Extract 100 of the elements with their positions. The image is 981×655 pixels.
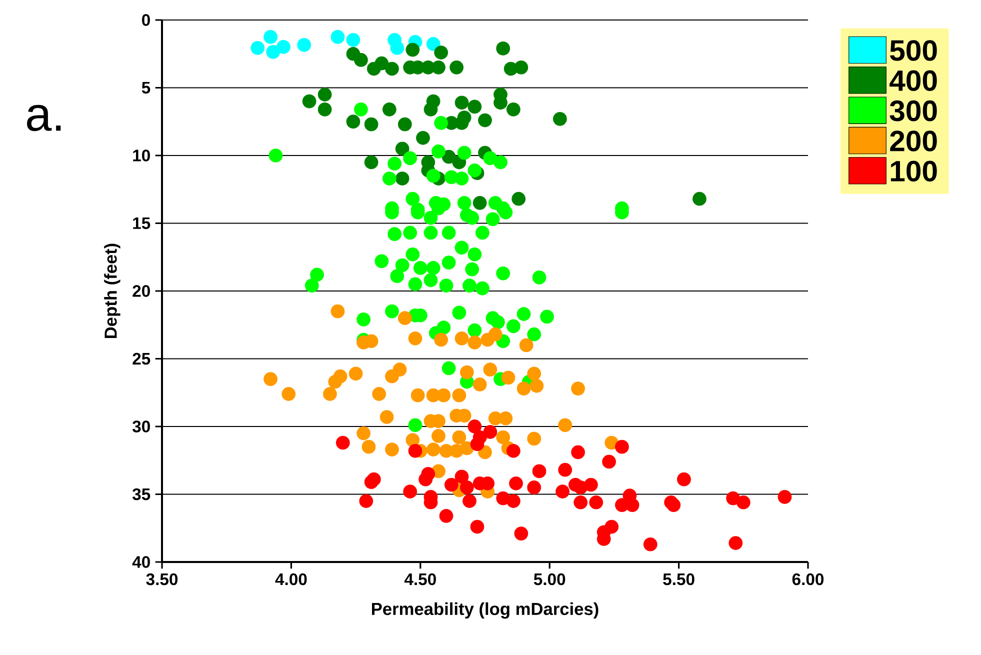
point: [323, 387, 337, 401]
point: [432, 60, 446, 74]
point: [506, 494, 520, 508]
x-tick-label: 4.00: [275, 573, 307, 586]
point: [530, 378, 544, 393]
point: [501, 370, 516, 385]
point: [553, 112, 567, 126]
point: [460, 480, 474, 494]
point: [364, 117, 378, 132]
point: [527, 432, 542, 446]
point: [406, 433, 420, 447]
x-tick-label: 6.00: [792, 573, 824, 586]
point: [483, 424, 498, 439]
point: [385, 442, 399, 456]
point: [276, 40, 290, 54]
point: [574, 495, 588, 510]
point: [470, 437, 484, 452]
point: [589, 495, 604, 510]
point: [426, 37, 440, 51]
point: [318, 102, 332, 116]
point: [282, 387, 296, 401]
legend-label: 300: [890, 100, 937, 122]
point: [615, 440, 629, 454]
point: [390, 40, 404, 55]
point: [382, 102, 396, 116]
x-axis-title: Permeability (log mDarcies): [372, 602, 598, 619]
point: [359, 494, 374, 508]
point: [584, 478, 598, 492]
point: [264, 30, 278, 44]
point: [356, 426, 370, 440]
point: [514, 60, 528, 74]
point: [395, 142, 410, 156]
point: [444, 478, 458, 492]
point: [483, 362, 498, 377]
point: [452, 388, 466, 402]
point: [462, 494, 476, 508]
point: [385, 62, 399, 76]
point: [512, 192, 526, 206]
point: [346, 32, 360, 47]
point: [436, 388, 451, 402]
point: [398, 311, 412, 326]
point: [416, 130, 430, 145]
point: [454, 331, 469, 346]
y-tick-label: 20: [132, 285, 150, 297]
y-tick-label: 15: [133, 217, 150, 230]
y-tick-label: 0: [142, 14, 150, 26]
point: [460, 441, 474, 456]
point: [498, 411, 513, 426]
point: [509, 476, 523, 490]
point: [527, 480, 542, 494]
point: [666, 498, 681, 512]
point: [336, 436, 350, 450]
point: [488, 327, 502, 342]
point: [677, 472, 691, 486]
legend-label: 200: [890, 130, 937, 152]
x-tick-label: 5.00: [534, 573, 566, 586]
point: [532, 464, 546, 478]
point: [434, 332, 448, 347]
point: [264, 372, 278, 386]
point: [426, 442, 440, 456]
legend-label: 400: [890, 70, 937, 92]
y-tick-label: 10: [133, 150, 150, 162]
point: [372, 387, 386, 401]
y-tick-label: 35: [132, 488, 150, 500]
point: [374, 56, 389, 70]
point: [362, 440, 376, 454]
point: [250, 40, 265, 55]
point: [348, 366, 363, 381]
point: [450, 60, 464, 74]
point: [736, 495, 750, 510]
point: [432, 429, 446, 443]
x-tick-label: 4.50: [404, 573, 436, 586]
point: [602, 454, 616, 469]
point: [403, 484, 418, 498]
point: [426, 94, 440, 108]
point: [468, 336, 482, 350]
point: [439, 508, 454, 523]
point: [506, 102, 520, 116]
point: [364, 155, 378, 170]
point: [571, 445, 585, 460]
point: [514, 526, 528, 540]
point: [468, 100, 482, 114]
point: [496, 42, 510, 56]
point: [408, 444, 422, 458]
point: [457, 110, 472, 124]
text: a.: [27, 104, 61, 132]
point: [318, 88, 332, 102]
point: [408, 331, 422, 346]
point: [692, 192, 706, 206]
point: [468, 420, 482, 434]
point: [330, 304, 345, 318]
point: [516, 382, 531, 396]
y-tick-label: 40: [132, 556, 150, 568]
point: [452, 430, 466, 444]
point: [728, 536, 743, 550]
point: [392, 362, 407, 377]
point: [478, 445, 492, 460]
point: [519, 338, 534, 352]
y-tick-label: 5: [142, 82, 150, 94]
point: [558, 462, 572, 477]
